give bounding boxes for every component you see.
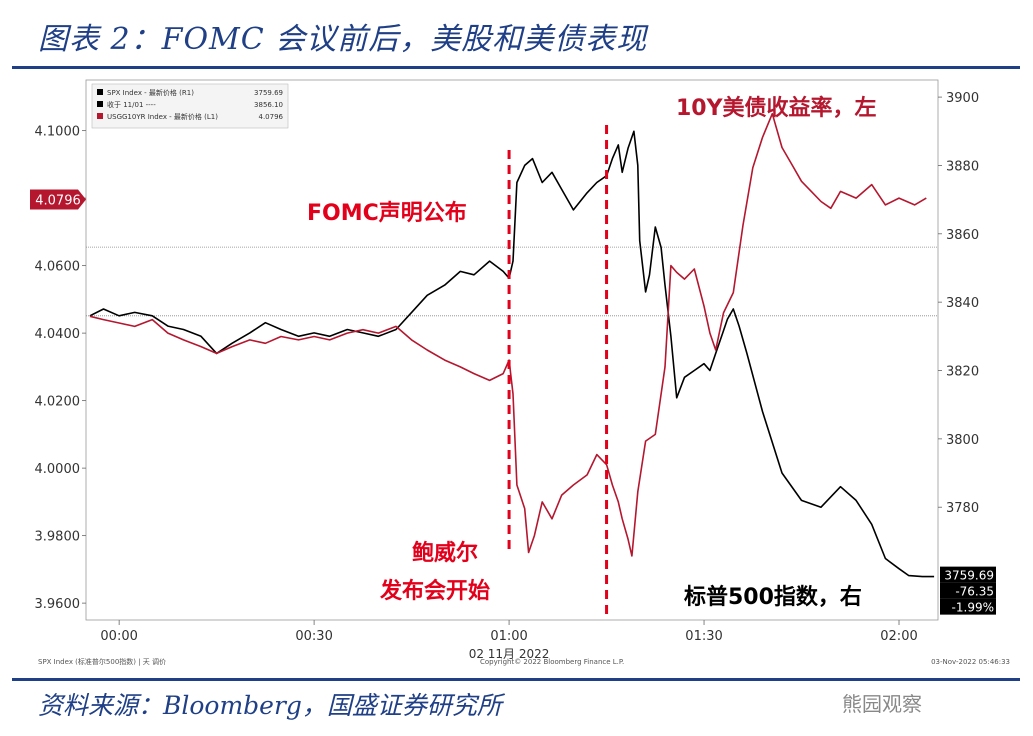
left-axis-tick-label: 4.0200 <box>35 395 81 410</box>
left-axis-tick-label: 4.0600 <box>35 260 81 275</box>
left-axis-tick-label: 4.0400 <box>35 327 81 342</box>
legend-spx-value: 3759.69 <box>254 89 283 97</box>
timestamp-note: 03-Nov-2022 05:46:33 <box>931 658 1010 666</box>
right-axis-tick-label: 3820 <box>946 365 979 380</box>
source-note: 资料来源：Bloomberg，国盛证券研究所 <box>38 691 502 720</box>
right-axis-tick-label: 3900 <box>946 91 979 106</box>
legend-box <box>91 83 289 129</box>
left-current-value-label: 4.0796 <box>35 193 81 208</box>
plot-frame <box>85 79 939 621</box>
annotation-yield-series: 10Y美债收益率，左 <box>676 95 877 121</box>
event-layer <box>507 125 609 615</box>
legend-prev-value: 3856.10 <box>254 101 283 109</box>
annotation-fomc-statement: FOMC声明公布 <box>307 200 467 226</box>
left-current-value-tag <box>30 189 86 210</box>
legend-usgg-swatch <box>97 113 103 119</box>
right-current-value-tag <box>940 582 996 599</box>
right-axis: 3780 3800 3820 3840 3860 3880 3900 3759.69 -76.3… <box>938 91 996 615</box>
x-axis-tick-label: 00:30 <box>295 629 332 644</box>
annotation-powell-line1: 鲍威尔 <box>412 540 478 566</box>
reference-layer <box>86 246 938 317</box>
left-axis: 3.96003.98004.00004.02004.04004.06004.08… <box>30 125 86 612</box>
left-axis-tick-label: 4.1000 <box>35 125 81 140</box>
bottom-left-note: SPX Index (标准普尔500指数) | 天 调价 <box>38 657 166 666</box>
x-axis-tick-label: 00:00 <box>100 629 137 644</box>
legend-usgg-label: USGG10YR Index - 最新价格 (L1) <box>107 112 218 121</box>
series-line-spx-index <box>89 130 935 578</box>
x-axis-tick-label: 01:30 <box>685 629 722 644</box>
right-axis-tick-label: 3860 <box>946 228 979 243</box>
left-axis-tick-label: 4.0000 <box>35 462 81 477</box>
right-current-value-tag <box>940 598 996 615</box>
x-axis-date-label: 02 11月 2022 <box>469 647 550 661</box>
series-layer <box>89 112 935 578</box>
right-axis-tick-label: 3880 <box>946 159 979 174</box>
x-axis-tick-label: 02:00 <box>880 629 917 644</box>
legend-spx-swatch <box>97 89 103 95</box>
right-current-value-label: -1.99% <box>952 601 994 615</box>
legend-spx-label: SPX Index - 最新价格 (R1) <box>107 88 194 97</box>
left-axis-tick-label: 3.9600 <box>35 597 81 612</box>
legend-prev-label: 收于 11/01 ---- <box>107 100 156 109</box>
legend: SPX Index - 最新价格 (R1) 3759.69 收于 11/01 -… <box>91 83 289 129</box>
right-current-value-tag <box>940 566 996 583</box>
title-divider <box>12 66 1020 69</box>
fomc-chart: 3.96003.98004.00004.02004.04004.06004.08… <box>30 79 1010 666</box>
right-axis-tick-label: 3840 <box>946 296 979 311</box>
right-axis-tick-label: 3800 <box>946 433 979 448</box>
copyright-note: Copyright© 2022 Bloomberg Finance L.P. <box>480 658 624 666</box>
page-title: 图表 2：FOMC 会议前后，美股和美债表现 <box>38 22 648 57</box>
annotation-powell-line2: 发布会开始 <box>379 578 490 604</box>
annotation-spx-series: 标普500指数，右 <box>684 584 862 610</box>
series-line-usgg10yr-index <box>89 112 927 557</box>
wechat-watermark: 熊园观察 <box>842 692 922 716</box>
right-current-value-label: -76.35 <box>955 585 994 599</box>
legend-usgg-value: 4.0796 <box>259 113 284 121</box>
right-current-value-label: 3759.69 <box>944 569 994 583</box>
x-axis: 00:0000:3001:0001:3002:0002:3003:0003:30… <box>100 620 918 661</box>
footer-divider <box>12 678 1020 681</box>
left-axis-tick-label: 3.9800 <box>35 530 81 545</box>
right-axis-tick-label: 3780 <box>946 501 979 516</box>
legend-prev-swatch <box>97 101 103 107</box>
x-axis-tick-label: 01:00 <box>490 629 527 644</box>
